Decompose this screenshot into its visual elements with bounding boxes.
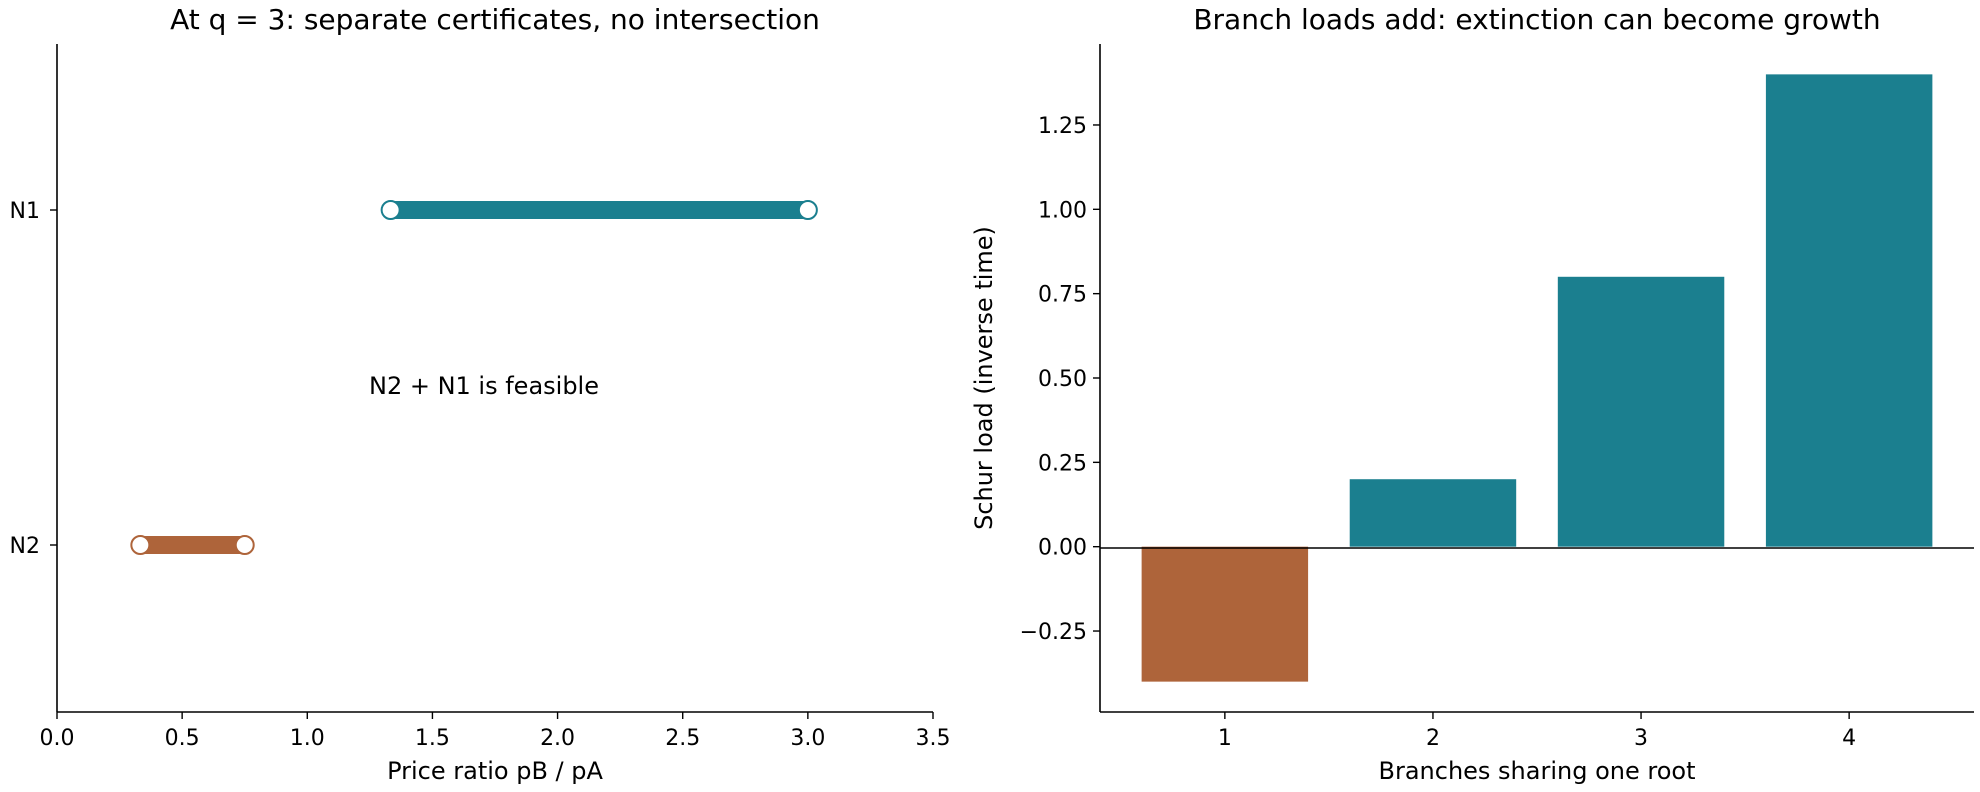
interval-chart-title: At q = 3: separate certificates, no inte…	[170, 3, 820, 36]
x-tick-label: 1.0	[290, 726, 325, 751]
interval-chart-intervals	[130, 200, 818, 555]
interval-end-marker-n2	[234, 535, 255, 555]
interval-end-marker-n1	[797, 200, 818, 220]
y-tick-label: 1.25	[1038, 114, 1087, 139]
bar-chart-y-axis-label: Schur load (inverse time)	[970, 226, 998, 530]
y-tick-label: 0.25	[1038, 451, 1087, 476]
y-tick-label: −0.25	[1020, 620, 1087, 645]
bar-2	[1349, 479, 1517, 547]
interval-start-marker-n2	[130, 535, 151, 555]
x-tick-label: 3.5	[916, 726, 951, 751]
bar-chart-panel: Branch loads add: extinction can become …	[970, 3, 1974, 785]
bar-chart-x-ticks: 1 2 3 4	[1218, 712, 1856, 751]
y-tick-label: 0.75	[1038, 283, 1087, 308]
interval-chart-panel: At q = 3: separate certificates, no inte…	[10, 3, 951, 785]
x-tick-label: 0.5	[165, 726, 200, 751]
x-tick-label: 2	[1426, 726, 1440, 751]
y-tick-label: 0.00	[1038, 536, 1087, 561]
x-tick-label: 0.0	[40, 726, 75, 751]
y-tick-label-n2: N2	[10, 534, 40, 559]
bar-3	[1557, 276, 1725, 547]
interval-start-marker-n1	[380, 200, 401, 220]
x-tick-label: 2.5	[665, 726, 700, 751]
interval-chart-x-ticks: 0.0 0.5 1.0 1.5 2.0 2.5 3.0 3.5	[40, 712, 951, 751]
x-tick-label: 2.0	[540, 726, 575, 751]
bar-chart-bars	[1141, 74, 1933, 682]
bar-1	[1141, 546, 1309, 682]
bar-chart-x-axis-label: Branches sharing one root	[1379, 757, 1696, 785]
bar-4	[1765, 74, 1933, 547]
y-tick-label-n1: N1	[10, 199, 40, 224]
y-tick-label: 1.00	[1038, 198, 1087, 223]
bar-chart-y-ticks: −0.25 0.00 0.25 0.50 0.75 1.00 1.25	[1020, 114, 1100, 645]
y-tick-label: 0.50	[1038, 367, 1087, 392]
x-tick-label: 1	[1218, 726, 1232, 751]
x-tick-label: 1.5	[415, 726, 450, 751]
x-tick-label: 3.0	[790, 726, 825, 751]
x-tick-label: 3	[1634, 726, 1648, 751]
x-tick-label: 4	[1842, 726, 1856, 751]
feasibility-annotation: N2 + N1 is feasible	[369, 372, 599, 400]
interval-chart-x-axis-label: Price ratio pB / pA	[387, 757, 603, 785]
bar-chart-title: Branch loads add: extinction can become …	[1193, 3, 1880, 36]
